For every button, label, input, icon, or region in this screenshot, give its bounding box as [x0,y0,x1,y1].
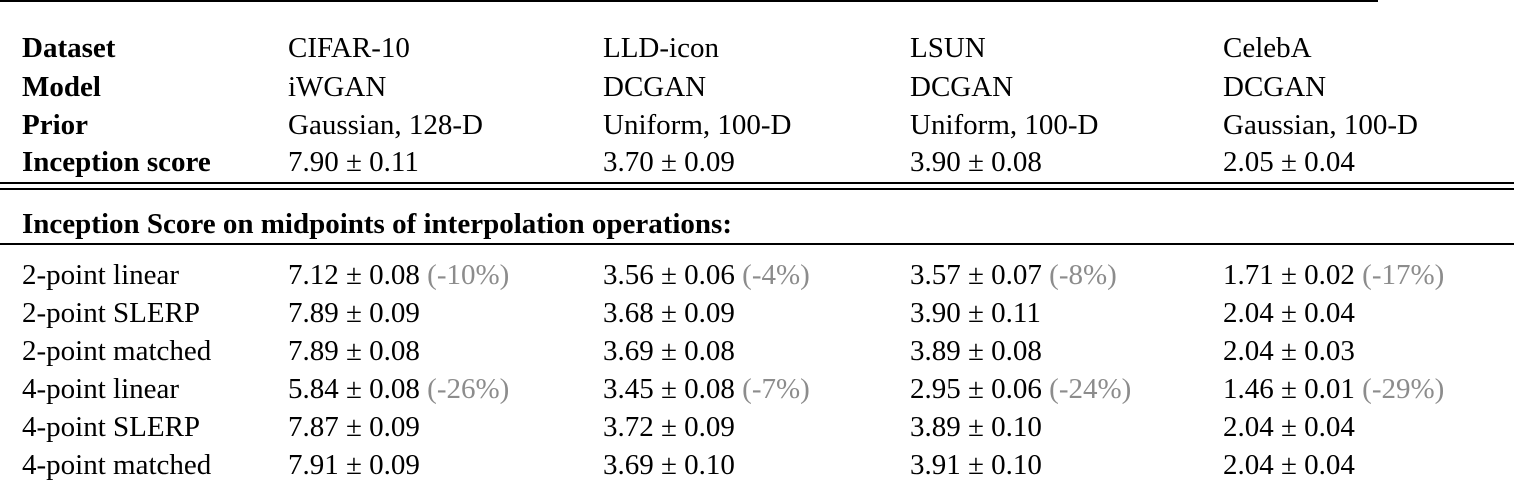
cell-value: 2.95 ± 0.06 [910,373,1042,405]
cell-value: 7.12 ± 0.08 [288,259,420,291]
table-cell: 7.91 ± 0.09 [288,449,420,481]
header-label-inception-score: Inception score [22,146,211,178]
cell-value: 3.56 ± 0.06 [603,259,735,291]
header-cell: DCGAN [910,71,1014,103]
header-cell: iWGAN [288,71,387,103]
cell-value: 3.57 ± 0.07 [910,259,1042,291]
table-cell: 2.04 ± 0.04 [1223,411,1355,443]
header-label-model: Model [22,71,101,103]
table-cell: 2.04 ± 0.04 [1223,449,1355,481]
header-cell: LSUN [910,32,986,64]
header-cell: DCGAN [603,71,707,103]
cell-change: (-29%) [1362,373,1445,405]
cell-change: (-24%) [1049,373,1132,405]
cell-value: 1.71 ± 0.02 [1223,259,1355,291]
row-label: 4-point linear [22,373,180,405]
double-rule-upper [0,182,1514,184]
table-cell: 5.84 ± 0.08 (-26%) [288,372,509,406]
cell-change: (-8%) [1049,259,1117,291]
header-cell: Gaussian, 128-D [288,109,483,141]
table-cell: 7.89 ± 0.08 [288,335,420,367]
table-cell: 3.69 ± 0.10 [603,449,735,481]
section-title: Inception Score on midpoints of interpol… [22,208,733,240]
table-cell: 1.46 ± 0.01 (-29%) [1223,372,1444,406]
table-cell: 3.56 ± 0.06 (-4%) [603,258,810,292]
table-cell: 7.89 ± 0.09 [288,297,420,329]
cell-value: 1.46 ± 0.01 [1223,373,1355,405]
table-cell: 3.90 ± 0.11 [910,297,1041,329]
row-label: 4-point matched [22,449,212,481]
table-cell: 3.91 ± 0.10 [910,449,1042,481]
table-cell: 3.57 ± 0.07 (-8%) [910,258,1117,292]
cell-value: 5.84 ± 0.08 [288,373,420,405]
cell-change: (-4%) [742,259,810,291]
row-label: 2-point linear [22,259,180,291]
table-cell: 3.72 ± 0.09 [603,411,735,443]
header-cell: Uniform, 100-D [603,109,792,141]
cell-value: 3.45 ± 0.08 [603,373,735,405]
table-cell: 7.87 ± 0.09 [288,411,420,443]
header-label-prior: Prior [22,109,89,141]
table-cell: 3.89 ± 0.08 [910,335,1042,367]
table-cell: 2.95 ± 0.06 (-24%) [910,372,1131,406]
table-cell: 3.45 ± 0.08 (-7%) [603,372,810,406]
header-label-dataset: Dataset [22,32,116,64]
table-cell: 1.71 ± 0.02 (-17%) [1223,258,1444,292]
header-cell: Uniform, 100-D [910,109,1099,141]
row-label: 4-point SLERP [22,411,201,443]
table-cell: 3.68 ± 0.09 [603,297,735,329]
cell-change: (-17%) [1362,259,1445,291]
row-label: 2-point matched [22,335,212,367]
header-cell: Gaussian, 100-D [1223,109,1418,141]
cell-change: (-26%) [427,373,510,405]
header-cell: 3.90 ± 0.08 [910,146,1042,178]
table-cell: 3.69 ± 0.08 [603,335,735,367]
table-cell: 2.04 ± 0.03 [1223,335,1355,367]
header-cell: 7.90 ± 0.11 [288,146,419,178]
header-cell: CIFAR-10 [288,32,410,64]
table-cell: 7.12 ± 0.08 (-10%) [288,258,509,292]
header-cell: LLD-icon [603,32,719,64]
cell-change: (-10%) [427,259,510,291]
row-label: 2-point SLERP [22,297,201,329]
header-cell: CelebA [1223,32,1312,64]
table-cell: 2.04 ± 0.04 [1223,297,1355,329]
section-rule [0,243,1514,245]
double-rule-lower [0,188,1514,190]
header-cell: 3.70 ± 0.09 [603,146,735,178]
cell-change: (-7%) [742,373,810,405]
table-cell: 3.89 ± 0.10 [910,411,1042,443]
top-rule [0,0,1378,2]
header-cell: DCGAN [1223,71,1327,103]
header-cell: 2.05 ± 0.04 [1223,146,1355,178]
